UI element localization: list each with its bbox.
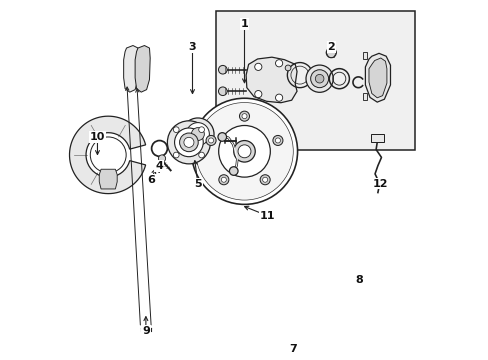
- Text: 6: 6: [147, 175, 155, 185]
- Circle shape: [285, 65, 290, 71]
- Polygon shape: [245, 57, 296, 103]
- Circle shape: [173, 152, 179, 158]
- Circle shape: [208, 138, 213, 143]
- Circle shape: [254, 63, 262, 71]
- Circle shape: [195, 103, 293, 200]
- Polygon shape: [135, 45, 150, 92]
- Text: 2: 2: [327, 42, 334, 52]
- Text: 5: 5: [194, 179, 201, 189]
- Circle shape: [275, 138, 280, 143]
- Circle shape: [186, 123, 209, 145]
- Bar: [215, 12, 414, 149]
- Text: 7: 7: [288, 343, 296, 354]
- Circle shape: [174, 128, 203, 157]
- Bar: [371, 134, 384, 142]
- Circle shape: [238, 145, 250, 158]
- Circle shape: [275, 60, 282, 67]
- Circle shape: [239, 111, 249, 121]
- Bar: [362, 52, 366, 59]
- Polygon shape: [365, 53, 390, 102]
- Circle shape: [191, 128, 204, 140]
- Circle shape: [275, 94, 282, 101]
- Polygon shape: [69, 116, 145, 194]
- Circle shape: [205, 135, 216, 145]
- Text: 4: 4: [155, 161, 163, 171]
- Text: 3: 3: [188, 42, 196, 52]
- Polygon shape: [123, 45, 139, 92]
- Circle shape: [218, 175, 228, 185]
- Circle shape: [254, 90, 262, 98]
- Circle shape: [315, 75, 323, 83]
- Circle shape: [179, 133, 198, 152]
- Circle shape: [183, 137, 194, 147]
- Circle shape: [229, 167, 238, 175]
- Circle shape: [310, 70, 328, 87]
- Circle shape: [325, 48, 336, 58]
- Circle shape: [90, 137, 126, 173]
- Circle shape: [158, 155, 165, 162]
- Circle shape: [182, 118, 214, 150]
- Circle shape: [218, 87, 226, 95]
- Polygon shape: [99, 169, 117, 189]
- Circle shape: [260, 175, 270, 185]
- Circle shape: [198, 127, 204, 132]
- Circle shape: [242, 114, 246, 119]
- Circle shape: [218, 133, 226, 141]
- Circle shape: [167, 121, 210, 164]
- Circle shape: [218, 126, 270, 177]
- Bar: [362, 93, 366, 100]
- Circle shape: [233, 140, 255, 162]
- Circle shape: [173, 127, 179, 132]
- Circle shape: [272, 135, 283, 145]
- Text: 8: 8: [355, 275, 363, 285]
- Circle shape: [198, 152, 204, 158]
- Circle shape: [218, 66, 226, 74]
- Polygon shape: [368, 58, 386, 98]
- Text: 11: 11: [260, 211, 275, 221]
- Text: 1: 1: [240, 19, 248, 29]
- Circle shape: [191, 98, 297, 204]
- Circle shape: [262, 177, 267, 182]
- Circle shape: [305, 65, 333, 92]
- Text: 10: 10: [90, 132, 105, 142]
- Circle shape: [221, 177, 226, 182]
- Text: 9: 9: [142, 325, 149, 336]
- Text: 12: 12: [372, 179, 388, 189]
